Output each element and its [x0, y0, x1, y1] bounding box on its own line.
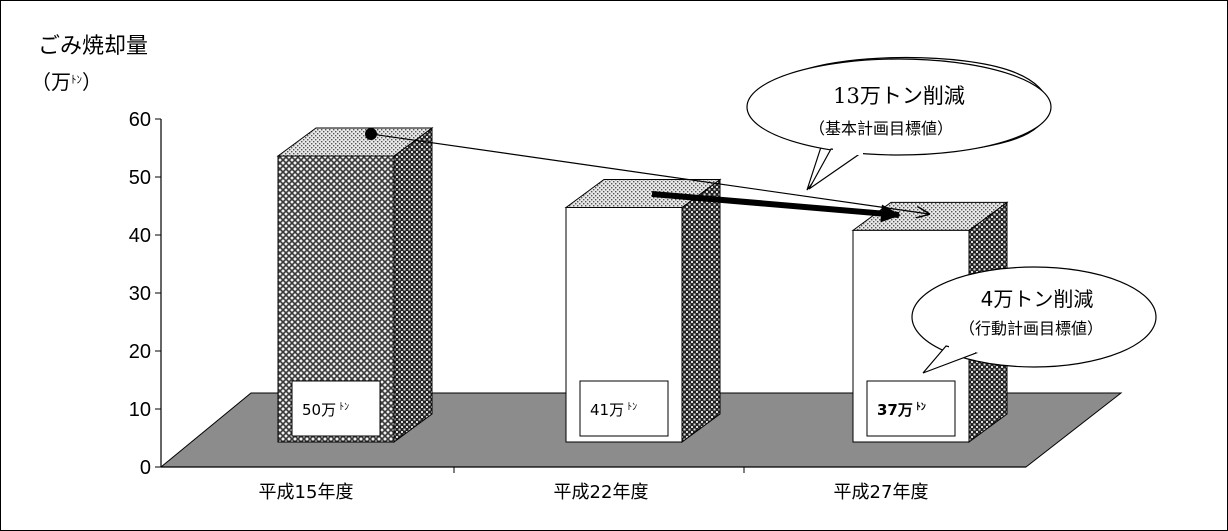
- x-category-label: 平成15年度: [259, 482, 354, 503]
- y-tick-label: 50: [129, 167, 151, 189]
- y-tick-label: 30: [129, 283, 151, 305]
- data-label-box: [579, 380, 669, 437]
- bar: 41万 ﾄﾝ: [564, 178, 722, 443]
- x-category-label: 平成27年度: [834, 482, 929, 503]
- y-tick-label: 20: [129, 341, 151, 363]
- reduction-arrow-thin: [370, 133, 929, 214]
- data-label: 37万 ﾄﾝ: [877, 401, 926, 419]
- chart-title: ごみ焼却量: [38, 34, 148, 59]
- reduction-arrow-thick: [651, 191, 901, 223]
- y-unit-label: （万ﾄﾝ）: [31, 70, 102, 94]
- callout-ellipse-13: [746, 58, 1052, 156]
- bar: 50万 ﾄﾝ: [276, 127, 434, 443]
- arrow-start-dot: [365, 128, 377, 140]
- y-tick-label: 60: [129, 109, 151, 131]
- y-tick-label: 40: [129, 225, 151, 247]
- bar-side-face: [393, 127, 433, 443]
- data-label-box: [866, 380, 956, 437]
- bar-side-face: [681, 178, 721, 443]
- callout-13-sub: （基本計画目標値）: [809, 119, 953, 138]
- callout-13-main: 13万トン削減: [833, 84, 965, 108]
- x-category-label: 平成22年度: [554, 482, 649, 503]
- y-tick-label: 10: [129, 399, 151, 421]
- callout-4-main: 4万トン削減: [981, 287, 1094, 311]
- data-label: 50万 ﾄﾝ: [302, 401, 349, 419]
- y-tick-label: 0: [140, 457, 151, 479]
- callout-4-sub: （行動計画目標値）: [959, 319, 1103, 338]
- data-label-box: [291, 380, 381, 437]
- data-label: 41万 ﾄﾝ: [590, 401, 637, 419]
